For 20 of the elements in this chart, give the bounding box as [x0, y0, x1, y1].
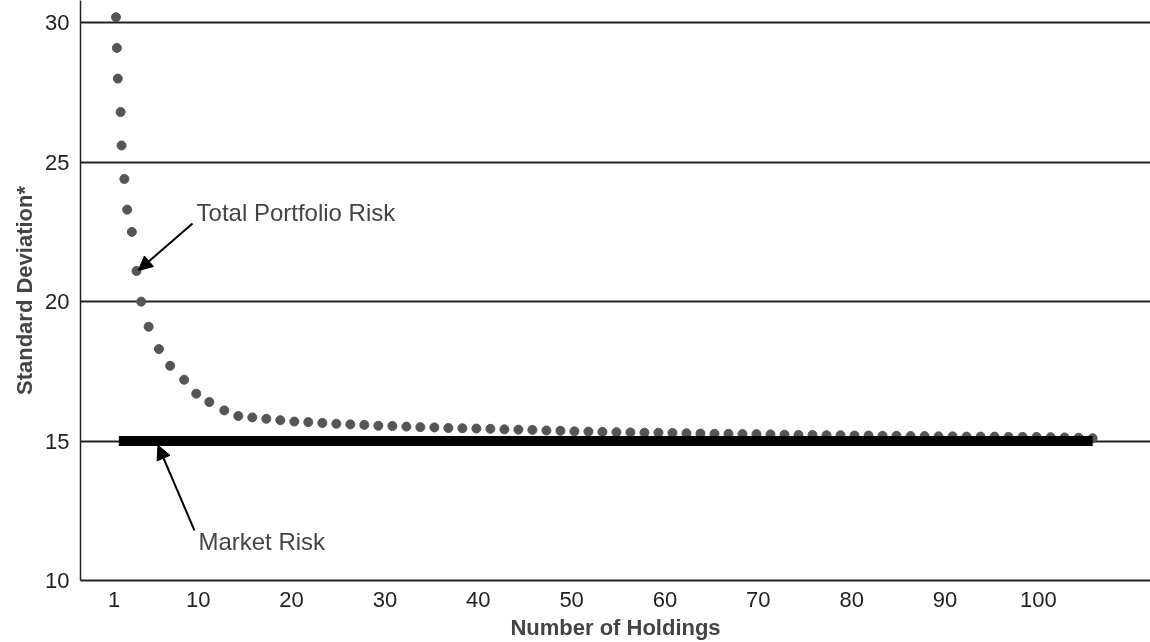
- y-tick-label: 10: [45, 568, 70, 593]
- x-axis-title: Number of Holdings: [510, 614, 721, 640]
- annotation: Market Risk: [198, 527, 327, 555]
- y-tick-label: 20: [45, 289, 70, 315]
- y-tick-label: 25: [45, 149, 70, 175]
- x-tick-label: 100: [1020, 586, 1057, 612]
- x-tick-label: 20: [279, 586, 304, 612]
- x-tick-label: 60: [652, 586, 678, 612]
- x-tick-label: 10: [185, 586, 211, 612]
- x-tick-label: 90: [932, 586, 958, 612]
- x-tick-label: 30: [372, 586, 398, 612]
- x-tick-label: 80: [839, 586, 864, 612]
- x-tick-label: 40: [466, 586, 491, 612]
- annotation: Total Portfolio Risk: [196, 198, 397, 226]
- y-tick-label: 15: [45, 428, 70, 454]
- y-tick-label: 30: [45, 10, 70, 36]
- x-tick-label: 50: [559, 586, 584, 612]
- x-tick-label: 70: [746, 586, 771, 612]
- x-tick-label: 1: [107, 586, 121, 612]
- y-axis-title: Standard Deviation*: [12, 185, 38, 396]
